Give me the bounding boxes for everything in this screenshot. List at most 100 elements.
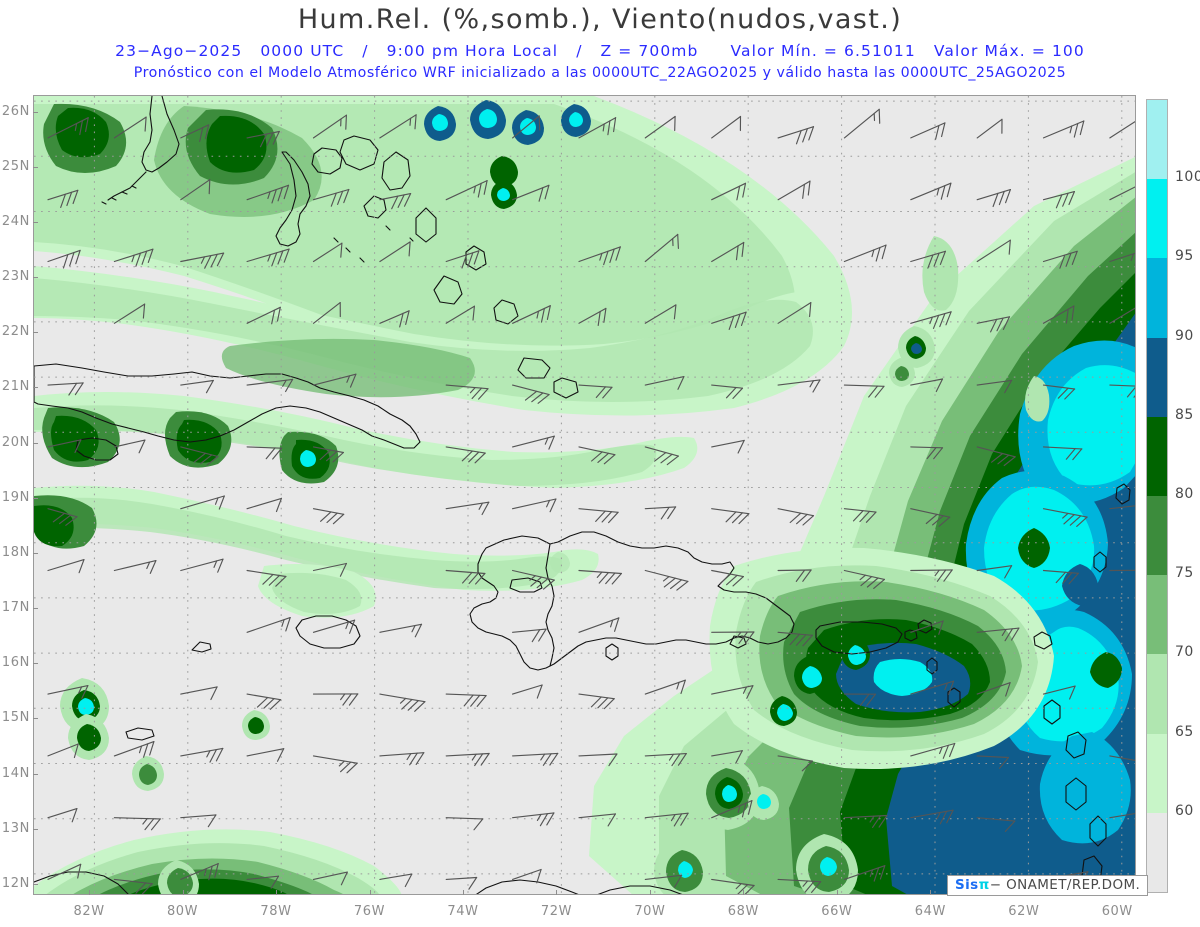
barb-full <box>611 572 622 585</box>
barb-full <box>933 252 940 267</box>
barb-half <box>411 624 416 633</box>
barb-shaft <box>47 743 79 757</box>
barb-full <box>677 753 687 766</box>
lon-tick-62W: 62W <box>1008 904 1040 919</box>
barb-half <box>473 185 476 194</box>
barb-full <box>602 386 613 399</box>
page-title: Hum.Rel. (%,somb.), Viento(nudos,vast.) <box>297 4 903 35</box>
barb-half <box>78 686 83 694</box>
barb-full <box>859 510 871 523</box>
barb-full <box>597 452 610 463</box>
wind-barb <box>843 508 877 523</box>
rh-nw-low-2 <box>34 497 563 590</box>
wind-barb <box>47 808 78 823</box>
wind-barb <box>445 876 478 890</box>
barb-shaft <box>910 680 955 695</box>
barb-half <box>469 387 476 394</box>
barb-full <box>206 455 219 466</box>
wind-barb <box>246 184 290 204</box>
wind-barb <box>445 384 489 400</box>
wind-barb <box>180 558 224 573</box>
barb-shaft <box>445 817 484 820</box>
barb-full <box>607 120 611 136</box>
wind-barb <box>578 384 613 399</box>
barb-shaft <box>910 620 944 633</box>
barb-shaft <box>246 617 291 633</box>
wind-barb <box>246 306 281 325</box>
wind-barb <box>711 115 742 139</box>
wind-barb <box>312 302 341 324</box>
barb-full <box>734 313 741 328</box>
rh-cell-c2-core <box>678 861 693 878</box>
barb-half <box>131 254 135 263</box>
agency-name: − ONAMET/REP.DOM. <box>989 877 1141 893</box>
barb-full <box>207 814 217 828</box>
wind-barb <box>445 569 486 585</box>
barb-full <box>741 241 745 257</box>
barb-full <box>472 305 475 321</box>
barb-full <box>391 195 399 210</box>
barb-full <box>332 513 345 525</box>
map-svg <box>34 96 1135 894</box>
barb-half <box>859 574 866 581</box>
wind-barb <box>445 446 486 464</box>
barb-full <box>597 697 609 709</box>
wind-barb <box>976 446 1016 467</box>
barb-shaft <box>113 439 146 448</box>
wind-barb <box>711 508 750 525</box>
wind-barb <box>644 569 689 591</box>
barb-full <box>613 117 617 133</box>
barb-full <box>549 752 559 766</box>
rh-cell-c4-core <box>757 794 771 809</box>
barb-shaft <box>246 184 290 201</box>
barb-full <box>859 693 870 706</box>
lat-tick-25N: 25N <box>1 158 30 174</box>
barb-half <box>74 123 78 132</box>
barb-full <box>938 516 951 527</box>
barb-full <box>935 125 940 140</box>
wind-barb <box>910 620 944 635</box>
barb-full <box>595 386 607 399</box>
barb-full <box>256 696 269 708</box>
barb-shaft <box>644 304 677 324</box>
colorbar[interactable] <box>1146 99 1168 893</box>
barb-full <box>326 512 338 524</box>
rh-cell-c1-core <box>722 785 737 802</box>
barb-half <box>869 815 875 823</box>
barb-half <box>142 817 148 825</box>
barb-full <box>990 318 998 333</box>
barb-full <box>332 451 344 463</box>
coast-hispaniola <box>469 531 795 671</box>
barb-full <box>199 127 204 142</box>
barb-half <box>206 750 211 758</box>
barb-full <box>536 578 549 589</box>
barb-full <box>285 617 291 632</box>
coast-sa-2 <box>597 885 683 894</box>
barb-full <box>660 506 670 520</box>
coast-bahamas-7 <box>433 275 463 305</box>
barb-shaft <box>47 559 85 572</box>
barb-full <box>349 619 356 634</box>
barb-full <box>478 388 489 400</box>
barb-full <box>263 698 275 709</box>
wind-barb <box>711 685 754 699</box>
barb-shaft <box>512 628 547 633</box>
lat-tick-mark <box>33 387 38 389</box>
rh-dot-pr-1-core <box>802 666 822 688</box>
barb-full <box>262 573 274 585</box>
barb-shaft <box>644 874 683 880</box>
wind-barb <box>47 559 85 574</box>
wind-barb <box>1042 191 1075 209</box>
rh-nw-patch-3 <box>55 107 109 158</box>
barb-full <box>789 633 801 646</box>
wind-barb <box>312 755 358 774</box>
barb-half <box>536 310 540 319</box>
barb-full <box>1003 456 1016 467</box>
wind-barb <box>910 742 956 759</box>
barb-full <box>1057 387 1069 399</box>
wind-barb <box>910 446 944 460</box>
colorbar-tick-60: 60 <box>1175 802 1194 819</box>
barb-full <box>85 117 89 133</box>
map-plot-area[interactable] <box>33 95 1136 895</box>
barb-full <box>467 252 474 267</box>
